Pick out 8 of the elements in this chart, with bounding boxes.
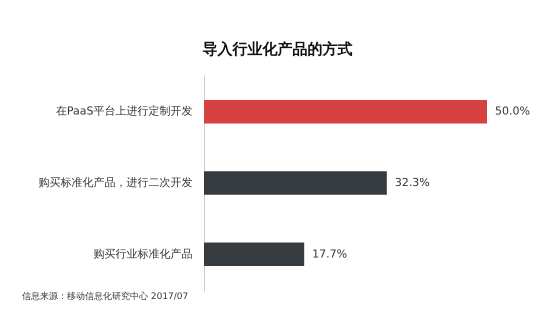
y-tick-label: 购买标准化产品，进行二次开发 (38, 176, 192, 189)
data-label: 50.0% (495, 104, 530, 118)
chart-title: 导入行业化产品的方式 (202, 40, 352, 58)
y-tick-label: 购买行业标准化产品 (94, 247, 192, 260)
text: 信息来源：移动信息化研究中心 2017/07 (22, 291, 188, 302)
y-tick-label: 在PaaS平台上进行定制开发 (56, 104, 192, 118)
data-label: 32.3% (394, 176, 430, 189)
data-label: 17.7% (312, 247, 348, 260)
